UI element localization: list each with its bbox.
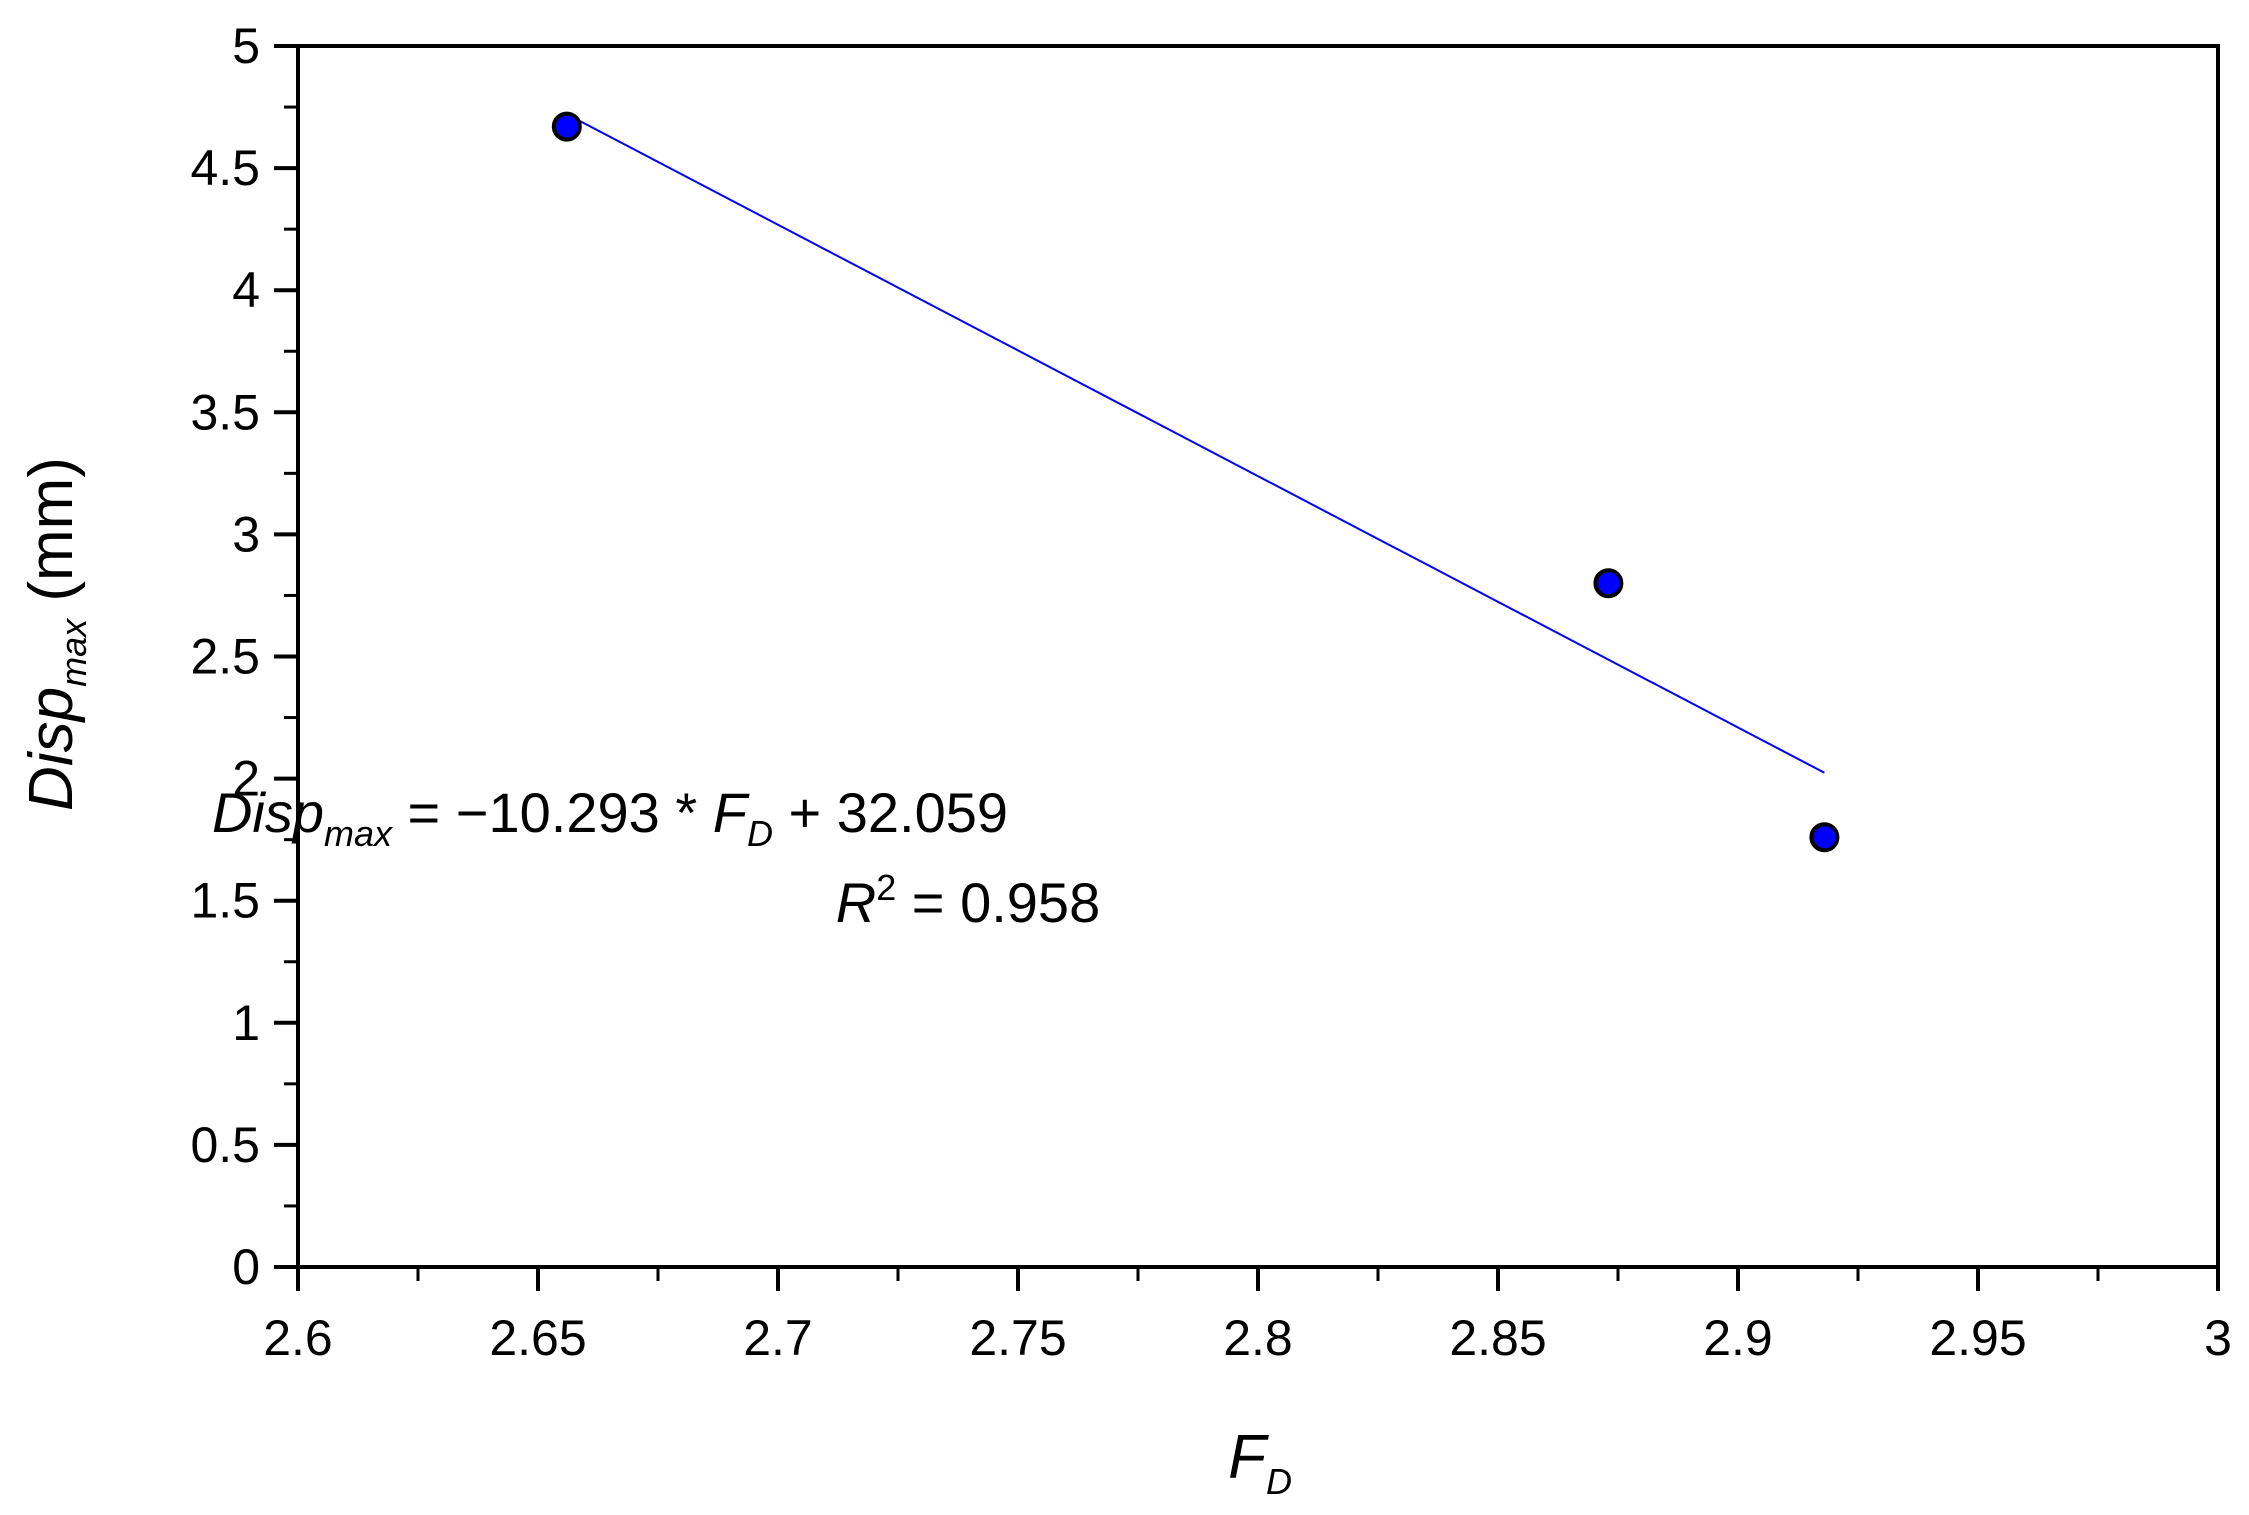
r2-symbol: R: [836, 871, 876, 934]
tick-labels: 2.6 2.65 2.7 2.75 2.8 2.85 2.9 2.95 3 0 0.5 1 1.5 2 2.…: [190, 18, 2231, 1366]
r2-superscript: 2: [876, 867, 896, 908]
y-axis-title-main: Disp: [17, 687, 86, 811]
data-point: [551, 111, 582, 142]
y-axis-title-unit: (mm): [17, 457, 86, 619]
r-squared: R2 = 0.958: [836, 867, 1100, 934]
x-tick-label: 2.9: [1703, 1310, 1773, 1366]
eq-lhs-sub: max: [324, 813, 394, 854]
y-tick-label: 2: [232, 751, 260, 807]
y-tick-label: 1.5: [190, 873, 260, 929]
x-axis-title-sub: D: [1266, 1461, 1292, 1502]
y-tick-label: 3: [232, 506, 260, 562]
x-tick-label: 2.95: [1929, 1310, 2026, 1366]
data-points: [551, 111, 1840, 853]
fit-equation: Dispmax = −10.293 * FD + 32.059: [212, 781, 1008, 854]
ticks: [274, 44, 2220, 1291]
eq-mid: = −: [392, 781, 489, 844]
eq-slope: 10.293 *: [489, 781, 713, 844]
y-tick-label: 1: [232, 995, 260, 1051]
eq-var: F: [713, 781, 750, 844]
plot-frame: [296, 44, 2220, 1269]
y-tick-label: 3.5: [190, 384, 260, 440]
x-axis-title: FD: [1228, 1423, 1292, 1502]
eq-var-sub: D: [747, 813, 773, 854]
x-tick-label: 2.75: [969, 1310, 1066, 1366]
x-tick-label: 2.65: [489, 1310, 586, 1366]
data-point: [1809, 822, 1840, 853]
y-tick-label: 0: [232, 1239, 260, 1295]
y-tick-label: 5: [232, 18, 260, 74]
eq-rhs: + 32.059: [773, 781, 1008, 844]
x-tick-label: 3: [2204, 1310, 2232, 1366]
x-tick-label: 2.7: [743, 1310, 813, 1366]
fit-line: [566, 113, 1825, 774]
eq-lhs: Disp: [212, 781, 324, 844]
r2-value: = 0.958: [896, 871, 1100, 934]
y-tick-label: 4.5: [190, 140, 260, 196]
y-tick-label: 2.5: [190, 629, 260, 685]
y-axis-title: Dispmax (mm): [17, 457, 94, 811]
y-axis-title-sub: max: [53, 617, 94, 687]
y-tick-label: 4: [232, 262, 260, 318]
x-axis-title-main: F: [1228, 1423, 1269, 1492]
y-tick-label: 0.5: [190, 1117, 260, 1173]
x-tick-label: 2.8: [1223, 1310, 1293, 1366]
data-point: [1593, 568, 1624, 599]
x-tick-label: 2.85: [1449, 1310, 1546, 1366]
x-tick-label: 2.6: [263, 1310, 333, 1366]
